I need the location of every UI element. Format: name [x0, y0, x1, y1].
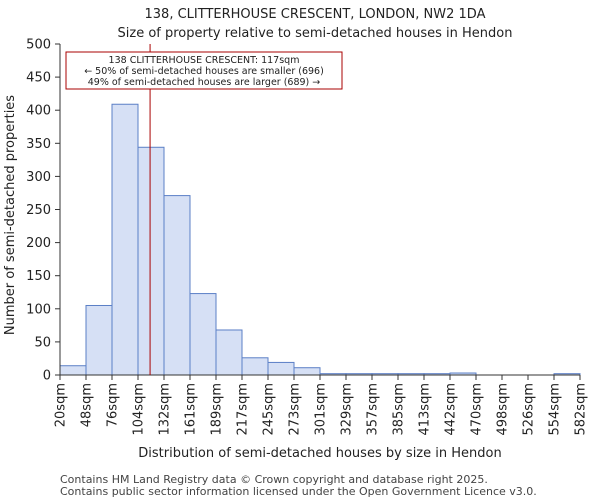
y-tick-label: 50 — [34, 335, 51, 350]
bar-48sqm — [85, 304, 113, 376]
x-tick-label: 245sqm — [262, 383, 277, 436]
annotation-line-1: 138 CLITTERHOUSE CRESCENT: 117sqm — [109, 55, 300, 66]
bars-group — [59, 103, 581, 376]
y-axis-ticks: 0 50 100 150 200 250 300 350 400 450 500 — [26, 38, 60, 384]
x-tick-label: 470sqm — [470, 383, 485, 436]
x-tick-label: 442sqm — [444, 383, 459, 436]
x-axis-ticks: 20sqm 48sqm 76sqm 104sqm 132sqm 161sqm 189sqm 2… — [54, 375, 589, 436]
y-tick-label: 400 — [26, 104, 51, 119]
y-tick-label: 300 — [26, 170, 51, 185]
annotation-frame — [65, 51, 343, 90]
x-tick-label: 329sqm — [340, 383, 355, 436]
y-tick-label: 150 — [26, 269, 51, 284]
x-axis-label: Distribution of semi-detached houses by … — [138, 446, 501, 461]
x-tick-label: 20sqm — [54, 383, 69, 427]
chart-subtitle: Size of property relative to semi-detach… — [118, 26, 513, 41]
y-tick-label: 350 — [26, 137, 51, 152]
x-tick-label: 189sqm — [210, 383, 225, 436]
x-tick-label: 554sqm — [548, 383, 563, 436]
x-tick-label: 76sqm — [106, 383, 121, 427]
bar-273sqm — [293, 367, 321, 376]
x-tick-label: 357sqm — [366, 383, 381, 436]
x-tick-label: 526sqm — [522, 383, 537, 436]
footer-copyright: Contains HM Land Registry data © Crown c… — [60, 473, 488, 486]
bar-189sqm — [215, 329, 243, 376]
x-tick-label: 413sqm — [418, 383, 433, 436]
bar-161sqm — [189, 293, 217, 376]
annotation-box: 138 CLITTERHOUSE CRESCENT: 117sqm ← 50% … — [65, 51, 343, 90]
y-axis-label: Number of semi-detached properties — [3, 95, 18, 335]
y-tick-label: 450 — [26, 71, 51, 86]
x-tick-label: 273sqm — [288, 383, 303, 436]
x-tick-label: 104sqm — [132, 383, 147, 436]
y-tick-label: 0 — [43, 369, 51, 384]
chart-title: 138, CLITTERHOUSE CRESCENT, LONDON, NW2 … — [145, 7, 486, 22]
x-tick-label: 132sqm — [158, 383, 173, 436]
x-tick-label: 385sqm — [392, 383, 407, 436]
y-tick-label: 100 — [26, 302, 51, 317]
y-tick-label: 200 — [26, 236, 51, 251]
annotation-line-3: 49% of semi-detached houses are larger (… — [88, 77, 321, 88]
bar-132sqm — [163, 195, 191, 376]
bar-104sqm — [137, 146, 165, 376]
bar-217sqm — [241, 357, 269, 376]
x-tick-label: 161sqm — [184, 383, 199, 436]
bar-245sqm — [267, 361, 295, 376]
x-tick-label: 217sqm — [236, 383, 251, 436]
y-tick-label: 500 — [26, 38, 51, 53]
y-tick-label: 250 — [26, 203, 51, 218]
bar-20sqm — [59, 365, 87, 376]
x-tick-label: 582sqm — [574, 383, 589, 436]
annotation-line-2: ← 50% of semi-detached houses are smalle… — [84, 66, 324, 77]
x-tick-label: 498sqm — [496, 383, 511, 436]
bar-76sqm — [111, 103, 139, 376]
x-tick-label: 48sqm — [80, 383, 95, 427]
footer-licence: Contains public sector information licen… — [60, 485, 537, 498]
x-tick-label: 301sqm — [314, 383, 329, 436]
